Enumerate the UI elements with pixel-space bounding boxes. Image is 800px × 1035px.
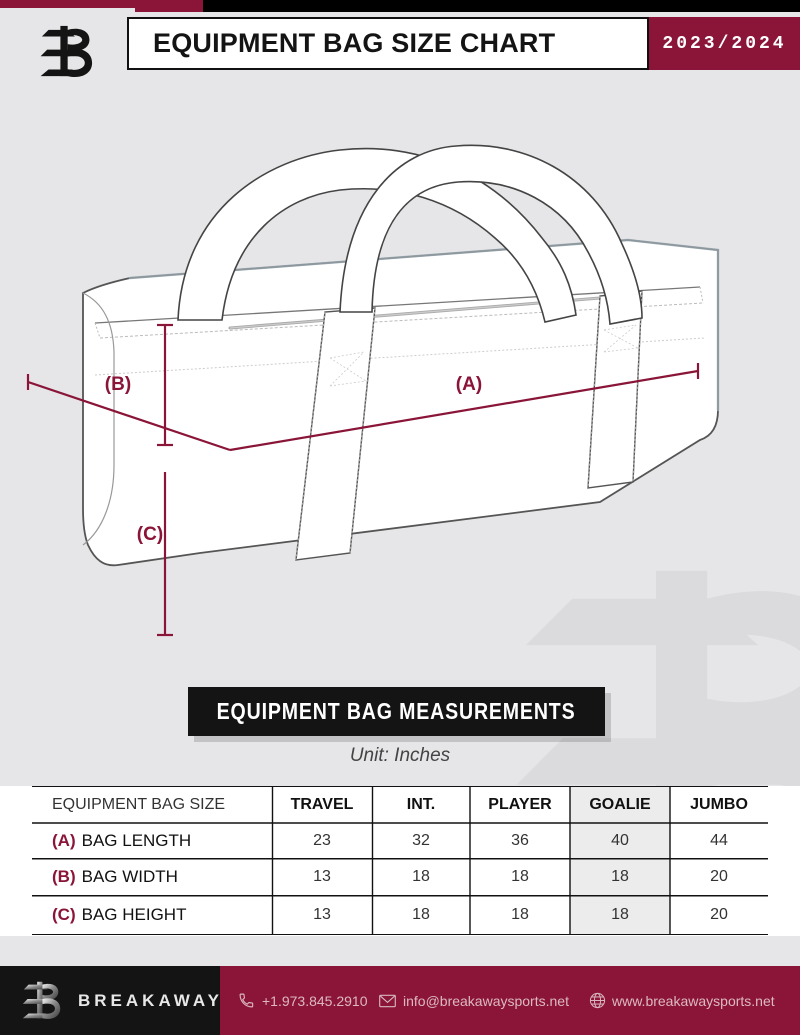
svg-text:(B): (B): [105, 374, 131, 395]
svg-text:(A): (A): [456, 374, 482, 395]
svg-text:(C): (C): [137, 524, 163, 545]
